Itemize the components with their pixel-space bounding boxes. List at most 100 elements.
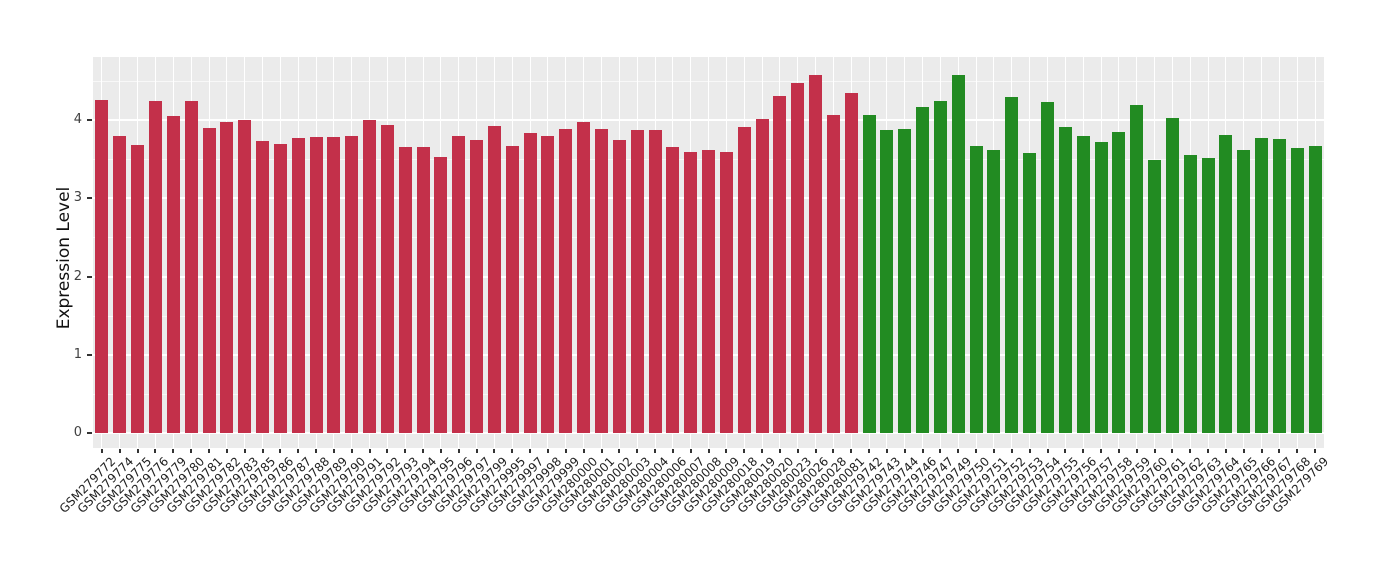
x-tick-label: GSM279788 <box>270 454 333 516</box>
y-axis-title: Expression Level <box>54 186 74 329</box>
x-axis-tick <box>1082 449 1085 453</box>
x-tick-label: GSM279753 <box>984 454 1046 516</box>
x-tick-label: GSM280000 <box>538 454 600 516</box>
x-tick-label: GSM280007 <box>645 454 707 516</box>
bar <box>791 83 805 433</box>
x-axis-tick <box>1207 449 1209 453</box>
bar <box>559 128 573 433</box>
x-axis-tick <box>582 449 585 453</box>
bar <box>452 136 466 433</box>
x-axis-tick <box>225 449 228 453</box>
x-tick-label: GSM279794 <box>377 454 440 516</box>
x-tick-label: GSM279750 <box>930 454 993 516</box>
x-axis-tick <box>689 449 692 453</box>
bar <box>1272 138 1286 433</box>
x-axis-tick <box>315 449 317 453</box>
x-axis-tick <box>154 449 157 453</box>
x-axis-tick <box>1242 449 1245 453</box>
x-axis-tick <box>636 449 639 453</box>
x-axis-tick <box>1046 449 1049 453</box>
bar <box>166 116 180 433</box>
bar <box>933 101 947 433</box>
x-tick-label: GSM279757 <box>1055 454 1118 516</box>
bar <box>95 100 109 433</box>
x-tick-label: GSM279760 <box>1109 454 1171 516</box>
bar <box>1041 102 1054 433</box>
x-tick-label: GSM280019 <box>716 454 779 516</box>
x-axis-tick <box>1064 449 1067 453</box>
x-axis-tick <box>725 449 728 453</box>
bar <box>487 126 501 433</box>
bar <box>1094 141 1108 433</box>
x-axis-tick <box>100 449 103 453</box>
bar <box>809 74 822 433</box>
bar <box>916 106 930 433</box>
bar <box>595 129 608 433</box>
bar <box>1058 127 1072 433</box>
x-tick-label: GSM279782 <box>181 454 244 516</box>
bar <box>880 130 894 433</box>
x-tick-label: GSM279759 <box>1091 454 1153 516</box>
bar <box>363 120 376 433</box>
x-axis-tick <box>1028 449 1031 453</box>
y-tick-label: 4 <box>73 112 82 127</box>
x-tick-label: GSM279797 <box>431 454 493 516</box>
x-tick-label: GSM280081 <box>805 454 868 516</box>
bar <box>702 149 715 433</box>
x-axis-tick <box>1117 449 1120 453</box>
bar <box>969 145 983 433</box>
bar <box>1255 138 1269 433</box>
bar <box>148 101 162 433</box>
x-tick-label: GSM279995 <box>466 454 529 516</box>
x-axis-tick <box>332 449 335 453</box>
x-tick-label: GSM279776 <box>110 454 172 516</box>
x-axis-tick <box>190 449 193 453</box>
x-tick-label: GSM280018 <box>698 454 761 516</box>
x-tick-label: GSM279746 <box>877 454 939 516</box>
x-tick-label: GSM279764 <box>1180 454 1243 516</box>
x-tick-label: GSM279744 <box>859 454 921 516</box>
bar <box>1165 118 1179 433</box>
x-axis-tick <box>136 449 139 453</box>
x-axis-tick <box>1224 449 1227 453</box>
x-axis-tick <box>404 449 407 453</box>
x-tick-label: GSM280002 <box>573 454 636 516</box>
x-tick-label: GSM280004 <box>609 454 672 516</box>
bar <box>666 147 680 433</box>
x-axis-tick <box>529 449 532 453</box>
x-axis-tick <box>546 449 549 453</box>
x-axis-tick <box>368 449 371 453</box>
x-axis-tick <box>814 449 817 453</box>
y-axis-tick <box>87 119 92 121</box>
x-axis-tick <box>279 449 282 453</box>
bar <box>987 149 1001 433</box>
x-axis-tick <box>261 449 264 453</box>
bar <box>202 127 216 433</box>
x-tick-label: GSM279795 <box>395 454 458 516</box>
x-tick-label: GSM280006 <box>627 454 690 516</box>
x-axis-tick <box>671 449 674 453</box>
bar <box>470 140 484 433</box>
x-tick-label: GSM279769 <box>1269 454 1332 516</box>
x-axis-tick <box>885 449 888 453</box>
bar <box>773 95 787 433</box>
x-tick-label: GSM279756 <box>1037 454 1100 516</box>
x-tick-label: GSM279787 <box>252 454 315 516</box>
bar <box>291 138 305 433</box>
x-axis-tick <box>1260 449 1263 453</box>
x-tick-label: GSM279799 <box>449 454 511 516</box>
x-tick-label: GSM279768 <box>1251 454 1314 516</box>
x-tick-label: GSM279762 <box>1144 454 1207 516</box>
bar <box>1308 145 1322 433</box>
bar <box>755 119 769 433</box>
bar <box>523 132 537 433</box>
bar <box>309 137 323 433</box>
x-axis-tick <box>564 449 567 453</box>
x-axis-tick <box>778 449 781 453</box>
bar <box>1148 159 1161 433</box>
x-axis-tick <box>796 449 799 453</box>
bar <box>380 124 394 433</box>
bar <box>1183 155 1197 433</box>
x-axis-tick <box>939 449 942 453</box>
x-axis-tick <box>707 449 710 453</box>
